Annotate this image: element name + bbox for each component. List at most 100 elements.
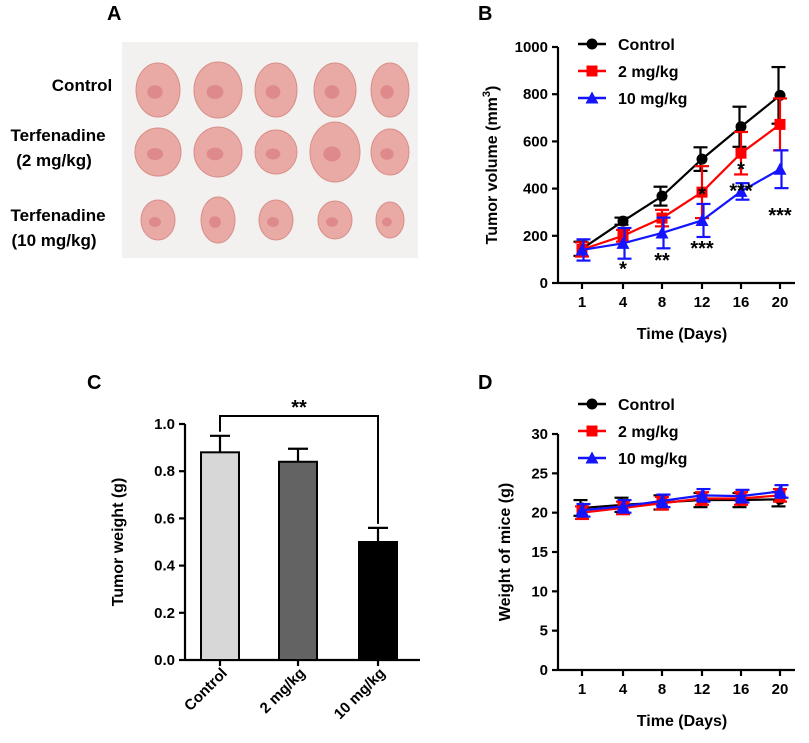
y-axis-title-superscript: 3: [481, 91, 493, 97]
y-axis-title-end: ): [484, 86, 501, 91]
legend-label: 2 mg/kg: [618, 424, 678, 441]
bar: [200, 451, 240, 661]
legend-label: Control: [618, 397, 675, 414]
tumor-specimen: [193, 126, 243, 178]
y-tick-label: 15: [531, 544, 548, 561]
tumor-specimen: [134, 127, 182, 177]
tumor-specimen: [375, 201, 405, 239]
tumor-specimen: [140, 199, 176, 241]
tumor-row-label: Terfenadine: [10, 206, 105, 225]
y-axis-title: Weight of mice (g): [497, 483, 514, 621]
x-tick-label: 1: [578, 681, 586, 698]
y-tick-label: 0.8: [154, 463, 175, 480]
data-point: [735, 147, 747, 159]
panel-b-tumor-volume-chart: 0 200 400 600 800 1000 1 4 8 12 16 20 Time (Days) Tum…: [481, 37, 795, 343]
bar: [278, 460, 318, 662]
tumor-vessel-mark: [146, 148, 164, 160]
tumor-vessel-mark: [265, 148, 281, 160]
tumor-specimen: [193, 61, 243, 119]
y-axis-title: Tumor volume (mm3): [481, 86, 501, 245]
tumor-vessel-mark: [206, 85, 224, 99]
significance-marker: *: [619, 258, 627, 280]
y-tick-label: 1000: [515, 39, 548, 56]
data-point: [575, 243, 589, 256]
panel-letter-b: B: [478, 3, 492, 25]
data-point: [734, 184, 748, 197]
tumor-vessel-mark: [380, 85, 394, 99]
data-point: [774, 118, 786, 130]
tumor-vessel-mark: [324, 85, 340, 99]
panel-letter-d: D: [478, 372, 492, 394]
legend-label: 10 mg/kg: [618, 91, 687, 108]
tumor-vessel-mark: [267, 217, 279, 227]
tumor-specimen: [254, 129, 298, 175]
x-axis-title: Time (Days): [637, 326, 727, 343]
series-10-mg-kg: [575, 484, 789, 518]
data-point: [586, 65, 598, 77]
tumor-vessel-mark: [380, 148, 394, 160]
data-point: [585, 91, 599, 104]
y-tick-label: 30: [531, 426, 548, 443]
tumor-vessel-mark: [209, 216, 221, 228]
y-tick-label: 20: [531, 505, 548, 522]
x-tick-label: 20: [772, 294, 789, 311]
data-point: [575, 503, 589, 516]
data-point: [617, 230, 629, 242]
tumor-specimen: [370, 128, 410, 176]
data-point: [617, 215, 629, 227]
significance-marker: *: [737, 159, 745, 181]
data-point: [655, 226, 669, 239]
tumor-vessel-mark: [149, 217, 161, 227]
legend-entry: 2 mg/kg: [578, 64, 678, 81]
y-tick-label: 0.4: [154, 558, 176, 575]
x-tick-label: 8: [658, 294, 666, 311]
tumor-specimen: [135, 62, 181, 118]
data-point: [734, 489, 748, 502]
legend-entry: Control: [578, 397, 675, 414]
y-tick-label: 0: [540, 662, 548, 679]
legend-entry: 10 mg/kg: [578, 451, 687, 468]
x-tick-label: 1: [578, 294, 586, 311]
tumor-row-label: Control: [52, 76, 112, 95]
tumor-row-label: (2 mg/kg): [16, 151, 92, 170]
series-line: [581, 123, 781, 251]
tumor-vessel-mark: [206, 147, 224, 161]
y-axis-title: Tumor weight (g): [110, 478, 127, 607]
x-tick-label: 4: [619, 294, 628, 311]
y-tick-label: 0.2: [154, 605, 175, 622]
y-axis-title-main: Tumor volume (mm: [484, 97, 501, 244]
legend-entry: 10 mg/kg: [578, 91, 687, 108]
significance-marker: **: [291, 397, 307, 419]
x-tick-label: 4: [619, 681, 628, 698]
data-point: [616, 499, 630, 512]
tumor-vessel-mark: [147, 85, 163, 99]
y-tick-label: 800: [523, 86, 548, 103]
legend-label: 10 mg/kg: [618, 451, 687, 468]
tumor-row-label: (10 mg/kg): [11, 231, 96, 250]
y-tick-label: 0: [540, 275, 548, 292]
data-point: [616, 236, 630, 249]
tumor-specimen: [313, 62, 357, 118]
data-point: [586, 398, 598, 410]
panel-d-mouse-weight-chart: 0 5 10 15 20 25 30 1 4 8 12 16 20 Time (Days) Weight o…: [497, 397, 795, 730]
significance-marker: *: [698, 184, 706, 206]
panel-a-tumor-photo: Control Terfenadine (2 mg/kg) Terfenadine (1…: [10, 42, 418, 258]
tumor-specimen: [370, 62, 410, 118]
x-tick-label: 8: [658, 681, 666, 698]
y-tick-label: 10: [531, 583, 548, 600]
x-tick-label: 16: [733, 681, 750, 698]
data-point: [695, 213, 709, 226]
data-point: [773, 484, 787, 497]
y-tick-label: 5: [540, 623, 548, 640]
x-tick-label: 20: [772, 681, 789, 698]
tumor-row-label: Terfenadine: [10, 126, 105, 145]
y-tick-label: 0.6: [154, 510, 175, 527]
bar: [358, 541, 398, 661]
significance-marker: **: [654, 250, 670, 272]
data-point: [696, 186, 708, 198]
legend-entry: 2 mg/kg: [578, 424, 678, 441]
x-tick-label: 12: [694, 681, 711, 698]
y-tick-label: 25: [531, 465, 548, 482]
data-point: [773, 162, 787, 175]
tumor-vessel-mark: [326, 217, 338, 227]
